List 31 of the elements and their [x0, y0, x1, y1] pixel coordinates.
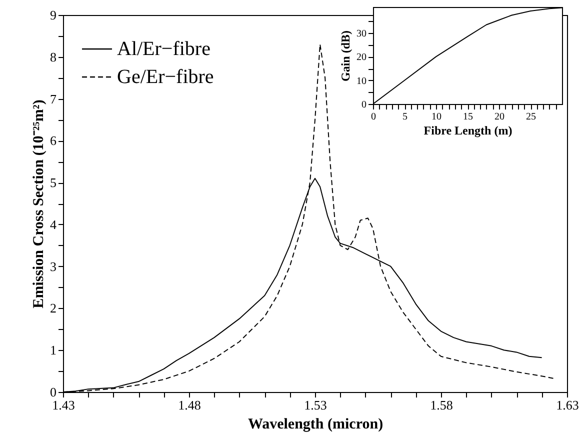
y-tick-label: 1	[50, 342, 56, 358]
x-tick-label: 5	[402, 112, 408, 122]
x-tick-label: 1.53	[304, 398, 327, 412]
y-axis-title: Emission Cross Section (10⁻²⁵m²)	[31, 100, 47, 308]
x-tick-label: 0	[371, 112, 376, 122]
x-tick-label: 15	[463, 112, 473, 122]
y-tick-label: 7	[50, 91, 57, 106]
y-tick-label: 3	[50, 258, 56, 274]
y-tick-label: 20	[356, 52, 366, 64]
x-tick-label: 1.48	[178, 398, 201, 412]
y-tick-label: 2	[50, 300, 56, 316]
y-tick-label: 4	[50, 216, 57, 232]
y-tick-label: 0	[50, 384, 56, 400]
y-tick-label: 6	[50, 133, 57, 148]
x-tick-label: 1.43	[52, 398, 75, 412]
y-tick-label: 9	[50, 8, 56, 22]
y-axis-title: Gain (dB)	[338, 30, 352, 82]
y-tick-label: 8	[50, 49, 56, 64]
legend-label: Al/Er−fibre	[117, 38, 211, 60]
x-tick-label: 20	[494, 112, 504, 122]
y-tick-label: 30	[356, 28, 366, 40]
x-axis-title: Wavelength (micron)	[248, 416, 384, 432]
x-axis-title: Fibre Length (m)	[424, 124, 512, 138]
y-tick-label: 0	[362, 100, 366, 110]
y-tick-label: 10	[356, 76, 366, 87]
x-tick-label: 25	[526, 112, 536, 122]
x-tick-label: 1.63	[556, 398, 579, 412]
x-tick-label: 10	[432, 112, 442, 122]
x-tick-label: 1.58	[430, 398, 453, 412]
y-tick-label: 5	[50, 175, 56, 190]
legend-label: Ge/Er−fibre	[117, 66, 214, 88]
